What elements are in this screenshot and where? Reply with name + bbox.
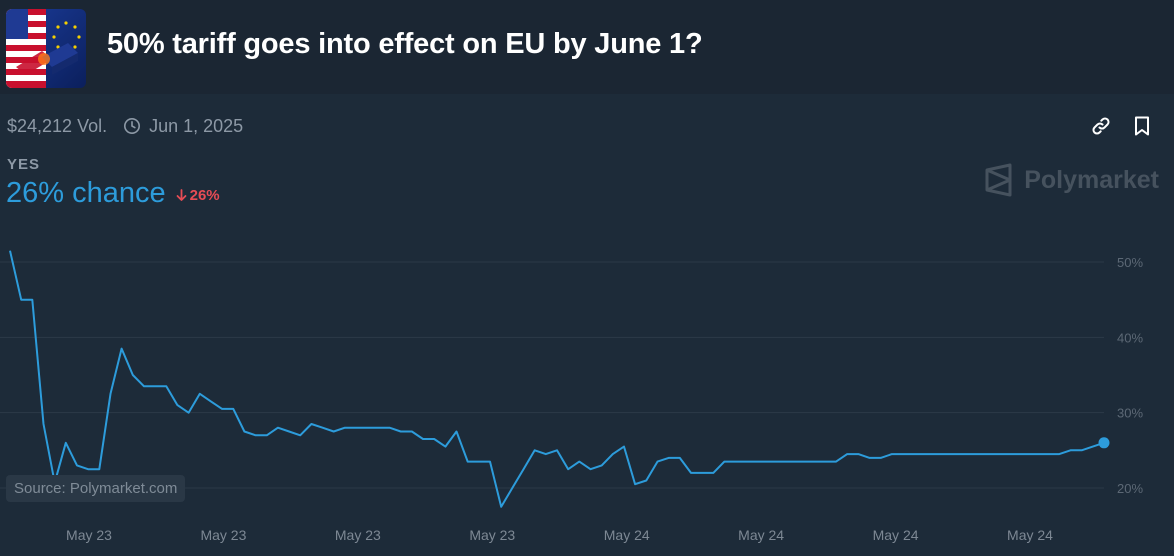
x-tick-label: May 24 [873,527,919,543]
series-line [10,251,1104,507]
x-tick-label: May 23 [66,527,112,543]
y-tick-label: 20% [1117,481,1143,496]
y-tick-label: 40% [1117,330,1143,345]
x-tick-label: May 23 [469,527,515,543]
x-tick-label: May 23 [200,527,246,543]
last-point-marker [1099,437,1110,448]
y-tick-label: 50% [1117,255,1143,270]
x-tick-label: May 24 [604,527,650,543]
x-tick-label: May 23 [335,527,381,543]
source-label: Source: Polymarket.com [6,475,185,502]
x-tick-label: May 24 [738,527,784,543]
x-tick-label: May 24 [1007,527,1053,543]
y-tick-label: 30% [1117,406,1143,421]
